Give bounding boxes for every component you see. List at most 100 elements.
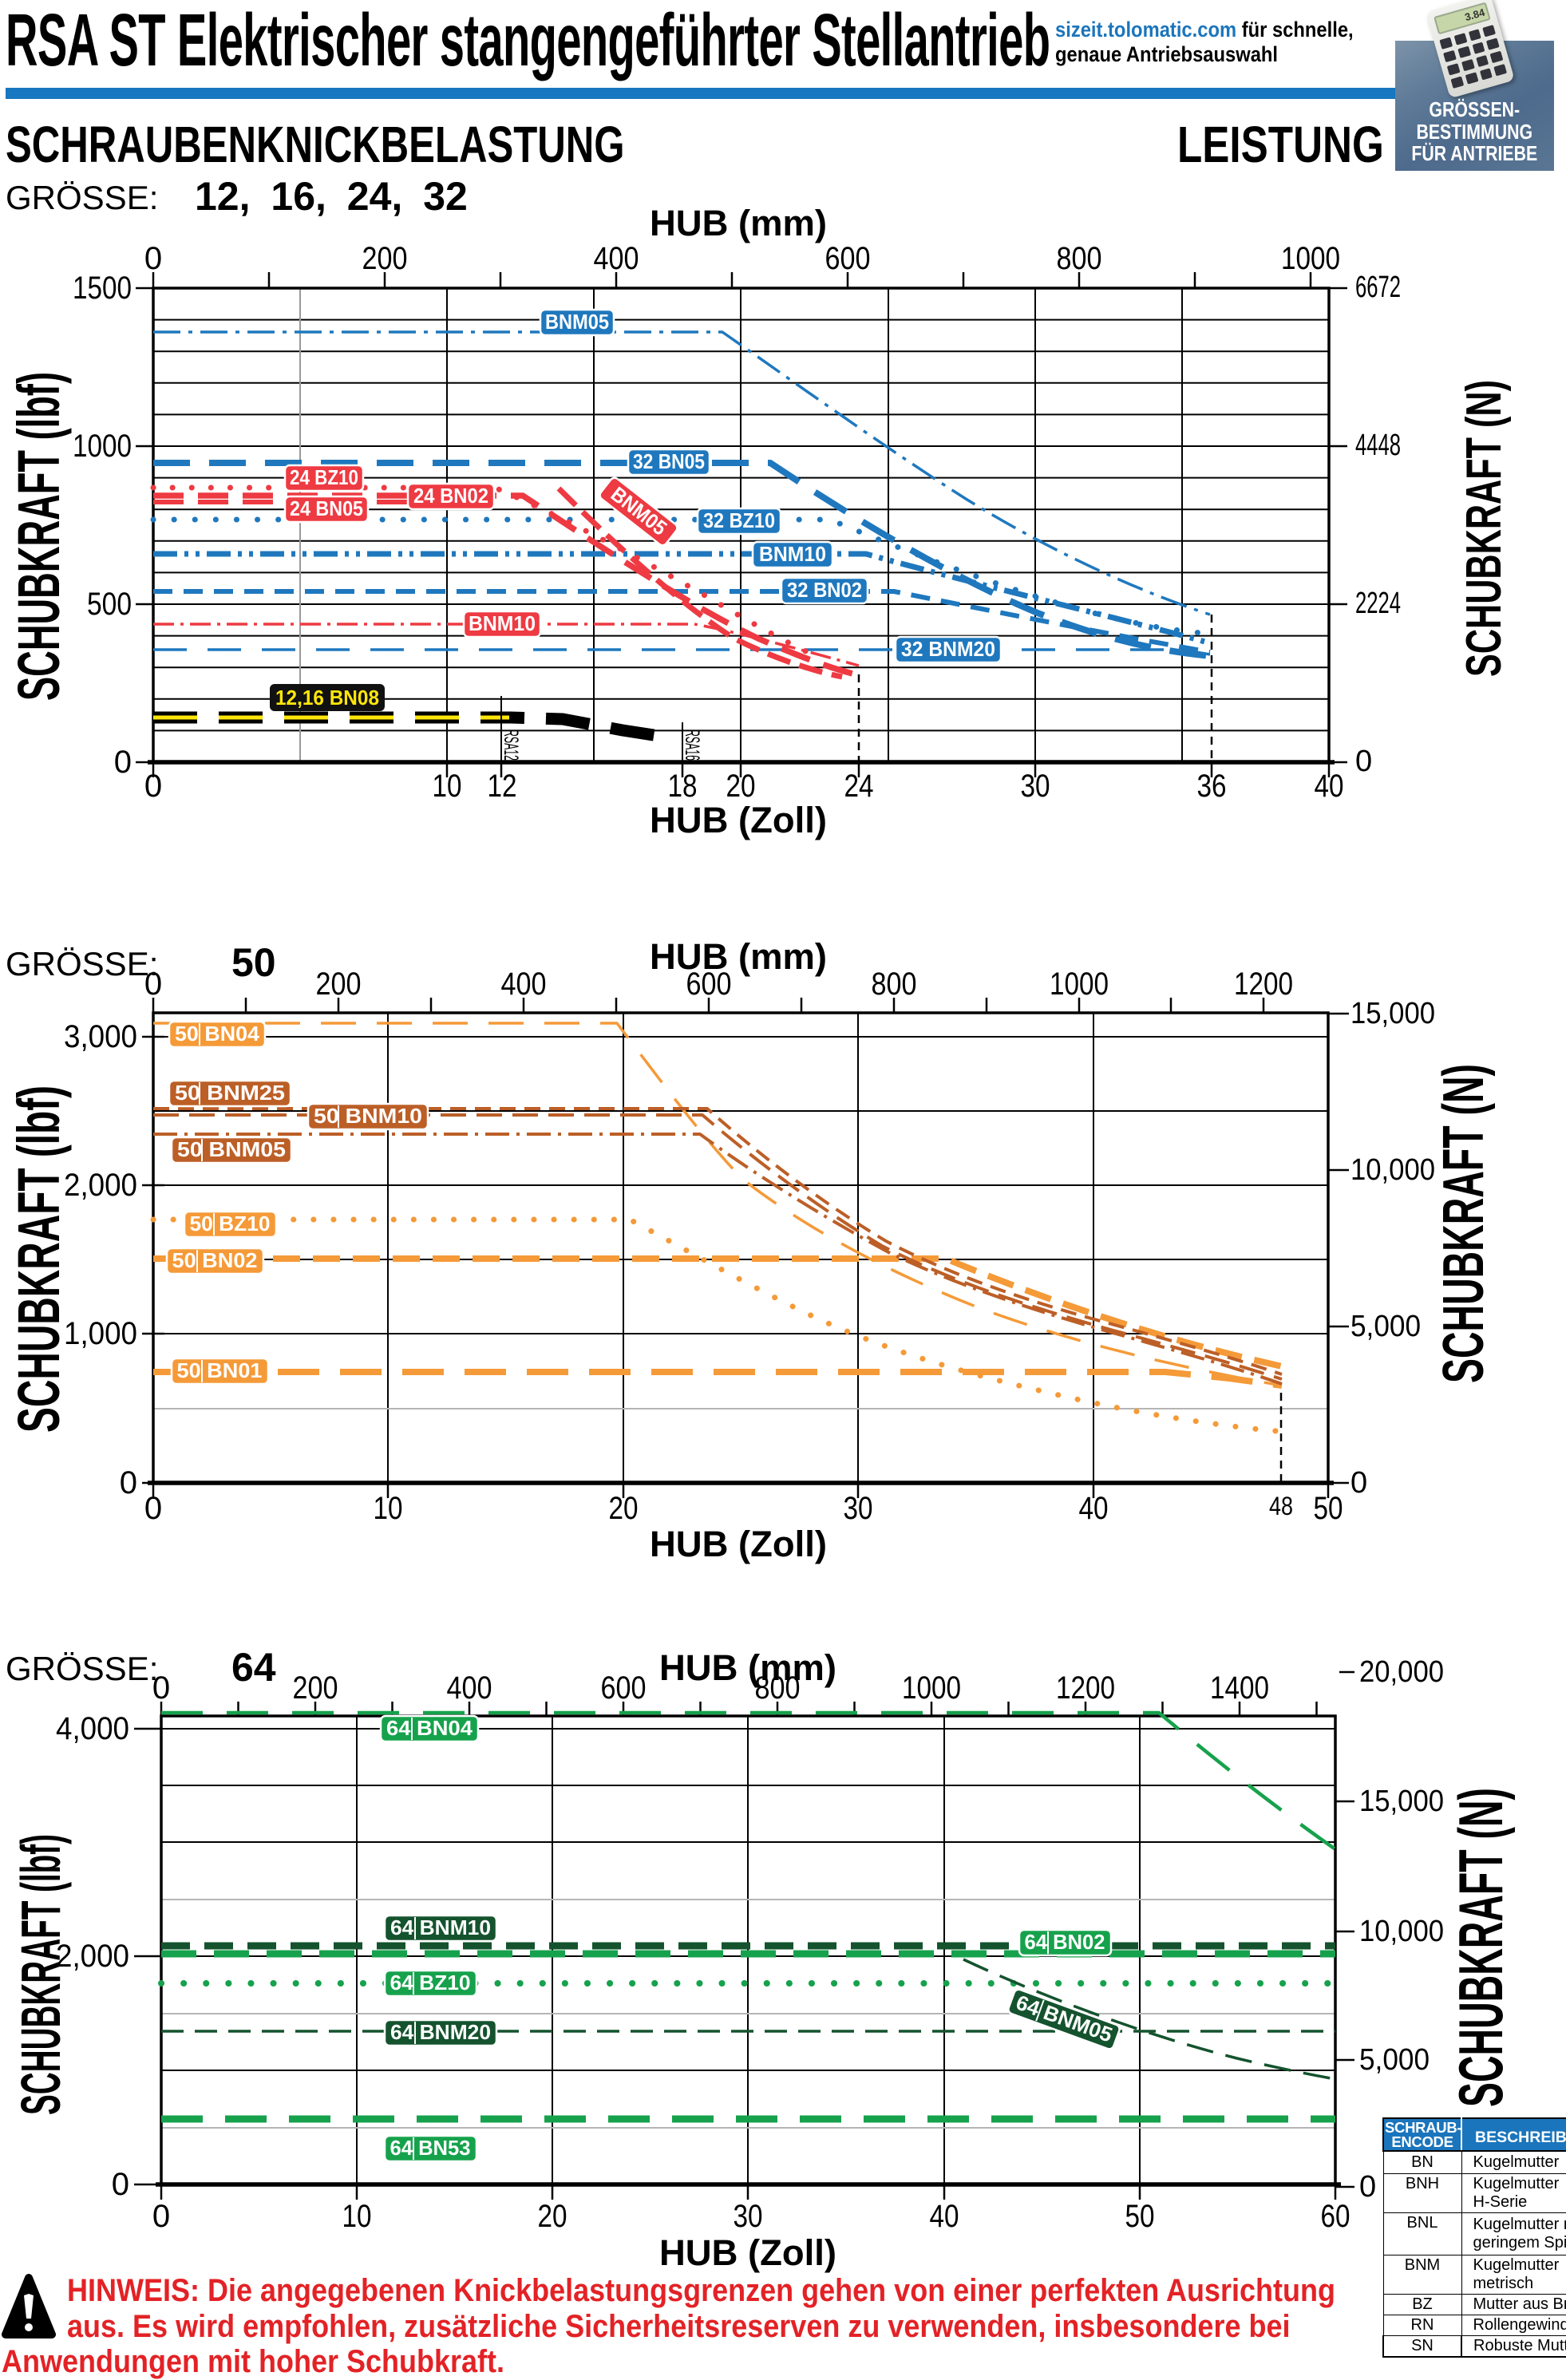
svg-text:HUB (Zoll): HUB (Zoll) bbox=[659, 2232, 836, 2273]
svg-text:30: 30 bbox=[844, 1491, 873, 1526]
svg-text:50: 50 bbox=[1314, 1491, 1343, 1526]
svg-text:32 BN05: 32 BN05 bbox=[633, 449, 705, 473]
svg-text:SCHUBKRAFT (lbf): SCHUBKRAFT (lbf) bbox=[6, 372, 72, 701]
svg-text:12,16 BN08: 12,16 BN08 bbox=[275, 686, 379, 710]
svg-text:0: 0 bbox=[152, 2199, 170, 2234]
svg-text:64 BZ10: 64 BZ10 bbox=[390, 1971, 471, 1995]
svg-text:10,000: 10,000 bbox=[1359, 1915, 1444, 1948]
svg-text:4448: 4448 bbox=[1355, 429, 1401, 462]
svg-text:0: 0 bbox=[1350, 1466, 1367, 1500]
svg-text:20: 20 bbox=[726, 769, 756, 804]
svg-text:SCHUBKRAFT (N): SCHUBKRAFT (N) bbox=[1457, 380, 1512, 677]
svg-text:24 BN05: 24 BN05 bbox=[290, 496, 363, 520]
svg-text:50 BN02: 50 BN02 bbox=[172, 1248, 258, 1272]
svg-text:RSA12: RSA12 bbox=[500, 729, 522, 761]
svg-text:1,000: 1,000 bbox=[64, 1316, 137, 1351]
svg-text:0: 0 bbox=[144, 769, 162, 804]
svg-text:64 BNM20: 64 BNM20 bbox=[390, 2020, 491, 2044]
svg-text:800: 800 bbox=[1057, 241, 1102, 276]
svg-text:5,000: 5,000 bbox=[1350, 1310, 1421, 1343]
svg-text:0: 0 bbox=[144, 1491, 162, 1526]
svg-text:36: 36 bbox=[1197, 769, 1227, 804]
svg-text:0: 0 bbox=[114, 745, 132, 780]
svg-text:2224: 2224 bbox=[1355, 587, 1401, 620]
svg-text:0: 0 bbox=[120, 1465, 137, 1500]
svg-text:1400: 1400 bbox=[1210, 1670, 1269, 1706]
svg-text:64 BN53: 64 BN53 bbox=[390, 2136, 471, 2160]
svg-text:20,000: 20,000 bbox=[1359, 1655, 1444, 1689]
svg-text:48: 48 bbox=[1269, 1492, 1293, 1520]
svg-text:1500: 1500 bbox=[73, 271, 132, 306]
svg-text:600: 600 bbox=[825, 241, 871, 276]
svg-text:24: 24 bbox=[844, 769, 874, 804]
svg-text:32 BZ10: 32 BZ10 bbox=[703, 508, 775, 532]
svg-text:40: 40 bbox=[1079, 1491, 1109, 1526]
svg-text:1200: 1200 bbox=[1056, 1670, 1115, 1706]
svg-text:10,000: 10,000 bbox=[1350, 1153, 1435, 1187]
svg-text:BNM05: BNM05 bbox=[545, 310, 609, 334]
svg-text:1000: 1000 bbox=[73, 429, 132, 464]
svg-text:600: 600 bbox=[601, 1670, 647, 1706]
svg-text:1200: 1200 bbox=[1234, 967, 1293, 1002]
svg-text:600: 600 bbox=[686, 967, 732, 1002]
svg-text:60: 60 bbox=[1321, 2199, 1350, 2234]
svg-text:24 BN02: 24 BN02 bbox=[413, 484, 488, 508]
svg-text:400: 400 bbox=[501, 967, 547, 1002]
svg-text:BNM10: BNM10 bbox=[759, 542, 826, 566]
svg-text:1000: 1000 bbox=[1281, 241, 1340, 276]
svg-text:200: 200 bbox=[362, 241, 408, 276]
svg-text:HUB (mm): HUB (mm) bbox=[650, 936, 827, 977]
svg-text:6672: 6672 bbox=[1355, 271, 1401, 304]
svg-text:24 BZ10: 24 BZ10 bbox=[290, 465, 358, 489]
svg-text:50 BZ10: 50 BZ10 bbox=[190, 1212, 271, 1235]
svg-text:40: 40 bbox=[930, 2199, 959, 2234]
svg-text:800: 800 bbox=[872, 967, 917, 1002]
svg-text:800: 800 bbox=[755, 1670, 801, 1706]
svg-text:15,000: 15,000 bbox=[1359, 1785, 1444, 1818]
svg-text:10: 10 bbox=[374, 1491, 403, 1526]
svg-text:SCHUBKRAFT (lbf): SCHUBKRAFT (lbf) bbox=[6, 1085, 72, 1433]
svg-text:12: 12 bbox=[488, 769, 517, 804]
svg-text:2,000: 2,000 bbox=[64, 1168, 137, 1203]
svg-text:3,000: 3,000 bbox=[64, 1019, 137, 1054]
svg-text:15,000: 15,000 bbox=[1350, 997, 1435, 1030]
svg-text:50 BN04: 50 BN04 bbox=[175, 1022, 260, 1046]
svg-text:0: 0 bbox=[144, 967, 162, 1002]
svg-text:SCHUBKRAFT (N): SCHUBKRAFT (N) bbox=[1445, 1788, 1516, 2107]
svg-text:10: 10 bbox=[433, 769, 462, 804]
svg-text:20: 20 bbox=[538, 2199, 567, 2234]
svg-text:0: 0 bbox=[152, 1670, 170, 1706]
svg-text:HUB (mm): HUB (mm) bbox=[650, 203, 827, 243]
svg-text:30: 30 bbox=[734, 2199, 763, 2234]
svg-text:0: 0 bbox=[144, 241, 162, 276]
svg-text:5,000: 5,000 bbox=[1359, 2043, 1430, 2077]
svg-text:RSA16: RSA16 bbox=[681, 729, 703, 761]
svg-text:2,000: 2,000 bbox=[56, 1939, 129, 1974]
svg-text:0: 0 bbox=[1355, 745, 1372, 778]
svg-text:500: 500 bbox=[87, 587, 132, 622]
svg-text:50 BNM10: 50 BNM10 bbox=[314, 1104, 422, 1128]
svg-text:0: 0 bbox=[112, 2167, 129, 2202]
svg-text:64 BN02: 64 BN02 bbox=[1025, 1930, 1105, 1954]
svg-text:32 BNM20: 32 BNM20 bbox=[901, 637, 995, 661]
svg-text:50: 50 bbox=[1125, 2199, 1155, 2234]
svg-text:400: 400 bbox=[447, 1670, 492, 1706]
svg-text:50 BNM25: 50 BNM25 bbox=[175, 1081, 285, 1105]
svg-text:200: 200 bbox=[293, 1670, 338, 1706]
svg-text:HUB (mm): HUB (mm) bbox=[659, 1647, 836, 1688]
svg-text:30: 30 bbox=[1021, 769, 1050, 804]
svg-text:32 BN02: 32 BN02 bbox=[787, 578, 862, 602]
svg-text:HUB (Zoll): HUB (Zoll) bbox=[650, 1524, 827, 1564]
svg-text:BNM10: BNM10 bbox=[469, 611, 536, 635]
svg-text:50 BNM05: 50 BNM05 bbox=[177, 1137, 286, 1161]
svg-text:50 BN01: 50 BN01 bbox=[177, 1358, 263, 1382]
svg-text:64 BN04: 64 BN04 bbox=[386, 1716, 473, 1740]
svg-text:18: 18 bbox=[668, 769, 698, 804]
svg-text:SCHUBKRAFT (lbf): SCHUBKRAFT (lbf) bbox=[10, 1834, 72, 2115]
svg-text:4,000: 4,000 bbox=[56, 1711, 129, 1746]
svg-text:10: 10 bbox=[342, 2199, 372, 2234]
svg-text:HUB (Zoll): HUB (Zoll) bbox=[650, 800, 827, 840]
svg-text:0: 0 bbox=[1359, 2170, 1376, 2204]
svg-text:1000: 1000 bbox=[902, 1670, 961, 1706]
svg-text:200: 200 bbox=[316, 967, 362, 1002]
